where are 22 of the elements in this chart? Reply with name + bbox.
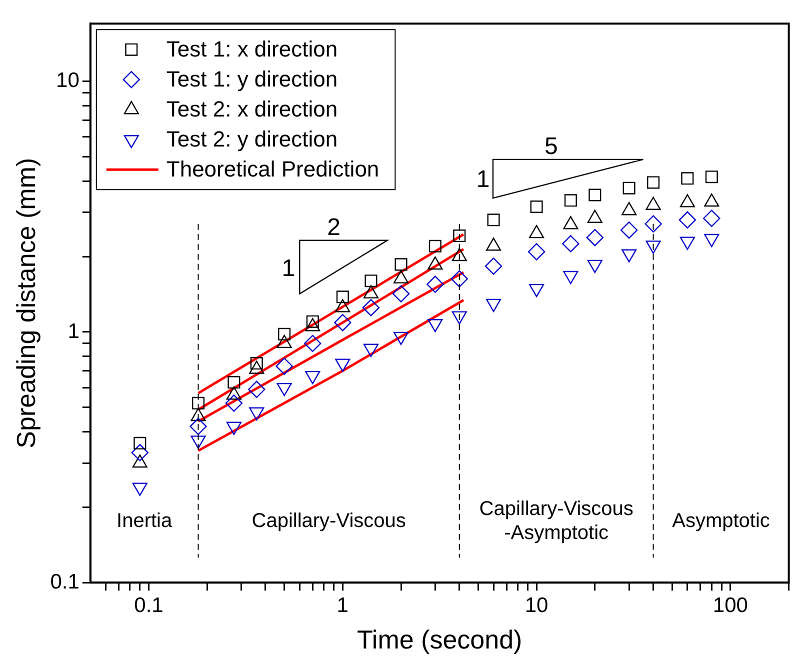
legend-label: Test 2: x direction	[166, 96, 338, 122]
legend-label: Test 2: y direction	[166, 126, 338, 152]
annotation: Capillary-Viscous -Asymptotic	[479, 498, 634, 544]
y-tick-label: 10	[56, 69, 80, 92]
x-tick-label: 1	[336, 594, 348, 617]
legend-label: Theoretical Prediction	[166, 156, 380, 182]
annotation: 1	[476, 166, 490, 193]
legend-label: Test 1: x direction	[166, 36, 338, 62]
annotation: Asymptotic	[672, 510, 770, 532]
annotation: Capillary-Viscous	[252, 510, 406, 532]
legend-label: Test 1: y direction	[166, 66, 338, 92]
annotation: Inertia	[116, 510, 173, 532]
annotation: 5	[544, 133, 558, 160]
x-tick-label: 0.1	[134, 594, 164, 617]
annotation: 2	[327, 214, 340, 241]
y-tick-label: 0.1	[50, 570, 80, 594]
y-tick-label: 1	[68, 320, 80, 343]
x-axis-title: Time (second)	[356, 624, 522, 655]
x-tick-label: 10	[524, 594, 548, 617]
x-tick-label: 100	[712, 594, 748, 617]
annotation: 1	[282, 255, 296, 282]
y-axis-title: Spreading distance (mm)	[10, 158, 41, 448]
